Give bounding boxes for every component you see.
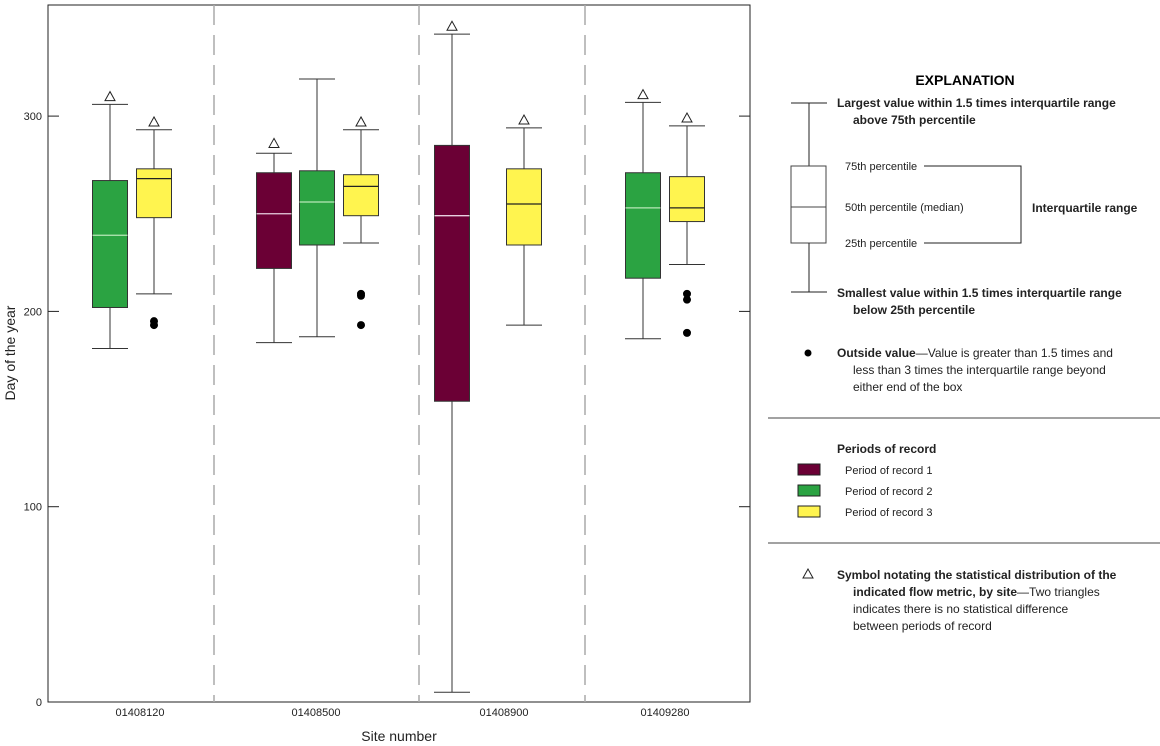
- iqr-box: [136, 168, 172, 219]
- x-tick-label: 01408900: [480, 707, 529, 719]
- period-1-swatch: [797, 463, 821, 476]
- periods-title: Periods of record: [837, 442, 936, 456]
- iqr-box: [434, 144, 470, 402]
- svg-text:indicated flow metric, by site: indicated flow metric, by site—Two trian…: [853, 585, 1100, 599]
- legend-largest-text: Largest value within 1.5 times interquar…: [837, 96, 1116, 110]
- period-2-swatch: [797, 484, 821, 497]
- legend-symbol-bold: indicated flow metric, by site: [853, 585, 1017, 599]
- x-tick-label: 01408120: [116, 707, 165, 719]
- legend-symbol-rest: —Two triangles: [1017, 585, 1100, 599]
- iqr-box: [669, 176, 705, 223]
- explanation-legend: EXPLANATION Largest value within 1.5 tim…: [768, 72, 1160, 633]
- y-tick-label: 100: [24, 502, 42, 514]
- iqr-box: [343, 174, 379, 217]
- period-3-label: Period of record 3: [845, 507, 932, 519]
- box-01408120-period-of-record-2: [92, 90, 128, 350]
- legend-smallest-text-2: below 25th percentile: [853, 303, 975, 317]
- significance-triangle: [104, 90, 116, 102]
- box-01408900-period-of-record-1: [434, 20, 470, 693]
- legend-p50: 50th percentile (median): [845, 202, 964, 214]
- outlier-point: [683, 295, 691, 304]
- significance-triangle: [637, 88, 649, 100]
- period-1-label: Period of record 1: [845, 465, 932, 477]
- svg-text:Outside value—Value is greater: Outside value—Value is greater than 1.5 …: [837, 346, 1113, 360]
- box-01408900-period-of-record-3: [506, 113, 542, 326]
- outlier-point: [357, 321, 365, 330]
- legend-p75: 75th percentile: [845, 161, 917, 173]
- iqr-box: [92, 180, 128, 308]
- legend-outside-text: —Value is greater than 1.5 times and: [916, 346, 1113, 360]
- legend-iqr: Interquartile range: [1032, 201, 1138, 215]
- outlier-point: [683, 328, 691, 337]
- iqr-box: [256, 172, 292, 269]
- x-tick-label: 01409280: [641, 707, 690, 719]
- y-axis-label: Day of the year: [2, 305, 18, 400]
- significance-triangle: [518, 113, 530, 125]
- legend-largest-text-2: above 75th percentile: [853, 113, 976, 127]
- outlier-point: [357, 291, 365, 300]
- legend-outside-bold: Outside value: [837, 346, 916, 360]
- legend-box-sample: [790, 165, 827, 244]
- outside-value-icon: [804, 349, 812, 357]
- triangle-icon: [802, 567, 814, 579]
- outlier-point: [150, 321, 158, 330]
- y-tick-label: 300: [24, 111, 42, 123]
- x-tick-label: 01408500: [292, 707, 341, 719]
- y-tick-label: 0: [36, 697, 42, 709]
- box-01408500-period-of-record-1: [256, 137, 292, 344]
- plot-area: 0 100 200 300 01408120 01408500 01408900 014092…: [24, 4, 751, 719]
- period-3-swatch: [797, 505, 821, 518]
- significance-triangle: [148, 115, 160, 127]
- legend-symbol-text: Symbol notating the statistical distribu…: [837, 568, 1117, 582]
- plot-frame: [47, 4, 751, 703]
- iqr-box: [625, 172, 661, 279]
- box-01408120-period-of-record-3: [136, 115, 172, 330]
- significance-triangle: [355, 115, 367, 127]
- significance-triangle: [681, 112, 693, 123]
- legend-title: EXPLANATION: [915, 72, 1014, 88]
- significance-triangle: [446, 20, 458, 31]
- y-tick-label: 200: [24, 306, 42, 318]
- box-01409280-period-of-record-2: [625, 88, 661, 340]
- box-01408500-period-of-record-2: [299, 78, 335, 338]
- x-axis-label: Site number: [361, 728, 437, 744]
- iqr-box: [506, 168, 542, 246]
- significance-triangle: [268, 137, 280, 148]
- outlier-point: [683, 289, 691, 298]
- iqr-box: [299, 170, 335, 246]
- legend-outside-text-2: less than 3 times the interquartile rang…: [853, 363, 1106, 377]
- box-01409280-period-of-record-3: [669, 112, 705, 337]
- legend-outside-text-3: either end of the box: [853, 380, 962, 394]
- legend-symbol-text-4: between periods of record: [853, 619, 992, 633]
- legend-smallest-text: Smallest value within 1.5 times interqua…: [837, 286, 1122, 300]
- legend-symbol-text-3: indicates there is no statistical differ…: [853, 602, 1069, 616]
- box-01408500-period-of-record-3: [343, 115, 379, 330]
- legend-p25: 25th percentile: [845, 238, 917, 250]
- period-2-label: Period of record 2: [845, 486, 932, 498]
